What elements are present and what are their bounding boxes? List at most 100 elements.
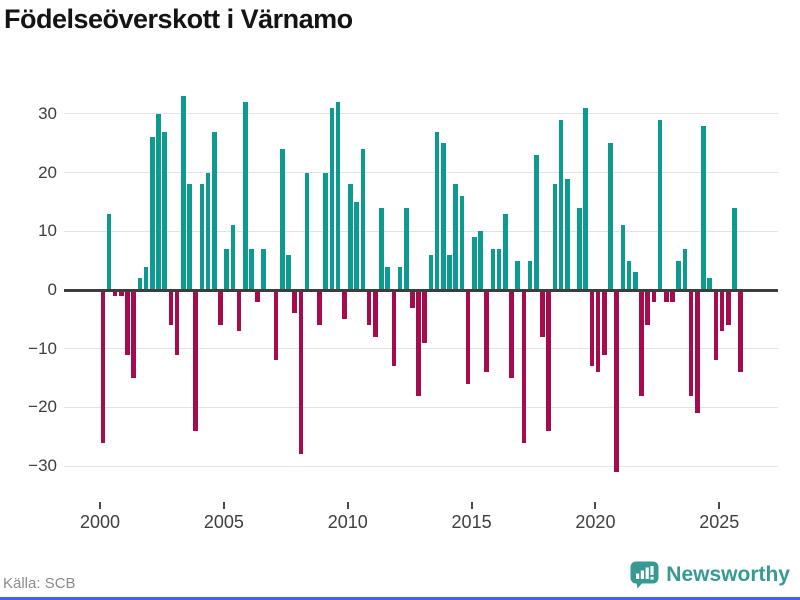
- bar-2004-q3: [211, 131, 217, 290]
- bar-2007-q1: [273, 290, 279, 361]
- x-axis-label: 2010: [327, 512, 368, 532]
- x-axis-label: 2005: [203, 512, 244, 532]
- bar-2008-q1: [298, 290, 304, 455]
- bar-2005-q2: [230, 225, 236, 290]
- bar-2005-q3: [236, 290, 242, 332]
- x-tick: [470, 502, 473, 509]
- bar-2021-q2: [626, 260, 632, 290]
- x-tick: [718, 502, 721, 509]
- bar-2003-q2: [180, 96, 186, 290]
- x-tick: [346, 502, 349, 509]
- bar-2010-q3: [360, 149, 366, 290]
- bar-2006-q2: [255, 290, 260, 302]
- bar-2021-q4: [639, 290, 644, 396]
- bar-2005-q1: [224, 248, 229, 290]
- bar-2018-q4: [564, 178, 570, 290]
- bar-2010-q2: [354, 201, 359, 290]
- bar-2003-q3: [187, 184, 192, 290]
- newsworthy-logo[interactable]: Newsworthy: [630, 561, 790, 589]
- bar-2018-q3: [558, 119, 564, 290]
- bar-2004-q4: [218, 290, 223, 326]
- bar-2023-q3: [682, 248, 688, 290]
- bar-2012-q4: [416, 290, 421, 396]
- bar-2003-q1: [174, 290, 180, 355]
- gridline: [64, 406, 778, 408]
- zero-line: [64, 288, 778, 292]
- bar-2024-q1: [694, 290, 700, 414]
- bar-2018-q1: [546, 290, 551, 431]
- bar-2015-q1: [472, 237, 477, 290]
- y-axis-label: −20: [28, 397, 57, 417]
- bar-2025-q1: [719, 290, 725, 332]
- x-axis-label: 2020: [575, 512, 616, 532]
- gridline: [64, 172, 778, 174]
- bar-2020-q1: [595, 290, 601, 373]
- bar-2022-q3: [657, 119, 663, 290]
- bar-2002-q2: [156, 113, 161, 290]
- bar-2022-q2: [651, 290, 657, 302]
- bar-2022-q4: [663, 290, 669, 302]
- newsworthy-wordmark: Newsworthy: [666, 563, 790, 586]
- bar-2007-q2: [280, 149, 285, 290]
- bar-2002-q3: [162, 131, 168, 290]
- bar-2018-q2: [552, 184, 558, 290]
- bar-2014-q2: [453, 184, 459, 290]
- bar-2011-q3: [385, 266, 390, 290]
- bar-2009-q3: [335, 102, 341, 290]
- bar-2017-q3: [533, 155, 539, 290]
- bar-2023-q1: [670, 290, 675, 302]
- bar-2019-q4: [589, 290, 595, 367]
- bar-2012-q3: [410, 290, 415, 308]
- bar-2015-q2: [478, 231, 483, 290]
- bar-2015-q4: [490, 248, 496, 290]
- bar-2002-q1: [150, 137, 155, 290]
- bar-2019-q2: [577, 207, 582, 290]
- bar-2013-q2: [428, 254, 434, 290]
- bar-2006-q1: [249, 248, 254, 290]
- source-note: Källa: SCB: [3, 575, 76, 592]
- bar-2013-q1: [422, 290, 428, 343]
- bar-2011-q2: [379, 207, 384, 290]
- bar-2009-q4: [341, 290, 347, 320]
- bar-2021-q3: [633, 272, 638, 290]
- bar-2012-q1: [397, 266, 403, 290]
- bar-2006-q3: [261, 248, 267, 290]
- bar-2025-q4: [738, 290, 743, 373]
- bar-2005-q4: [242, 102, 248, 290]
- x-tick: [99, 502, 101, 509]
- bar-2000-q4: [119, 290, 124, 296]
- y-axis-label: −10: [28, 338, 57, 358]
- bar-2009-q2: [329, 108, 335, 290]
- bar-2020-q4: [614, 290, 620, 472]
- bar-2014-q3: [459, 196, 465, 290]
- bar-2001-q4: [143, 266, 149, 290]
- bar-2019-q3: [583, 108, 589, 290]
- bar-2017-q1: [521, 290, 527, 443]
- bar-2015-q3: [484, 290, 490, 373]
- bar-2008-q2: [304, 172, 310, 290]
- y-axis-label: 30: [38, 103, 57, 123]
- bar-2016-q4: [515, 260, 520, 290]
- x-tick: [594, 502, 597, 509]
- gridline: [64, 113, 778, 115]
- bar-2004-q2: [205, 172, 211, 290]
- bar-2024-q2: [701, 125, 706, 290]
- bar-2010-q1: [348, 184, 353, 290]
- bar-2010-q4: [366, 290, 372, 326]
- bar-2025-q2: [725, 290, 731, 326]
- bar-2016-q1: [496, 248, 502, 290]
- bar-2017-q2: [527, 260, 533, 290]
- bar-2021-q1: [620, 225, 626, 290]
- bar-2024-q3: [707, 278, 712, 290]
- bar-2014-q1: [447, 254, 452, 290]
- gridline: [64, 465, 778, 467]
- bar-2009-q1: [323, 172, 329, 290]
- bar-2000-q1: [100, 290, 106, 443]
- bottom-accent-strip: [0, 597, 800, 600]
- gridline: [64, 348, 778, 350]
- bar-2000-q2: [106, 213, 112, 290]
- y-axis-label: 0: [47, 280, 57, 299]
- bar-2002-q4: [168, 290, 174, 326]
